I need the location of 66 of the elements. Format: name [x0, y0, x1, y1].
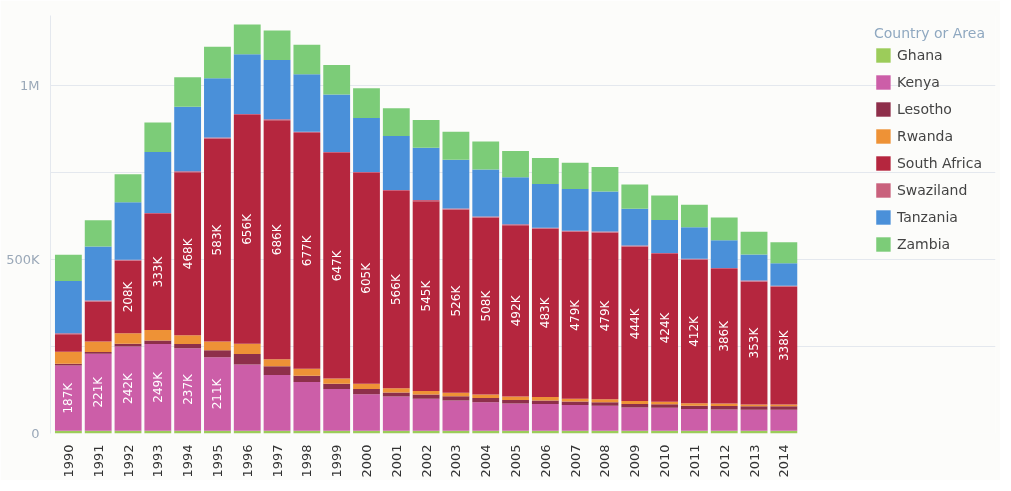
data-label: 677K	[299, 234, 314, 267]
y-tick-label: 500K	[6, 251, 40, 267]
data-label: 545K	[419, 279, 434, 312]
data-label: 686K	[270, 223, 285, 256]
x-tick-label: 2014	[776, 444, 792, 478]
x-tick-label: 1994	[180, 444, 196, 478]
legend-label: South Africa	[896, 155, 983, 171]
data-label: 249K	[150, 370, 165, 403]
x-tick-label: 2008	[597, 444, 613, 478]
data-label: 468K	[180, 237, 195, 270]
x-tick-label: 2011	[686, 444, 702, 478]
data-label: 353K	[747, 326, 762, 359]
x-tick-label: 1993	[150, 444, 166, 478]
x-tick-label: 1999	[329, 444, 345, 478]
data-label: 237K	[180, 372, 195, 405]
x-tick-label: 2002	[418, 444, 434, 478]
data-label: 187K	[61, 381, 76, 414]
x-tick-label: 2006	[537, 444, 553, 478]
data-label: 483K	[538, 296, 553, 329]
x-tick-label: 1992	[120, 444, 136, 478]
data-label: 508K	[478, 289, 493, 322]
x-tick-label: 1997	[269, 444, 285, 478]
legend-label: Kenya	[896, 74, 940, 90]
x-tick-label: 2000	[358, 444, 374, 478]
data-label: 444K	[627, 307, 642, 340]
x-tick-label: 1991	[90, 444, 106, 478]
data-label: 656K	[240, 212, 255, 245]
x-tick-label: 2001	[388, 444, 404, 478]
data-label: 526K	[448, 284, 463, 317]
data-label: 479K	[597, 299, 612, 332]
legend-label: Ghana	[896, 47, 943, 63]
legend-title: Country or Area	[873, 25, 985, 41]
data-label: 242K	[121, 372, 136, 404]
x-tick-label: 1996	[239, 444, 255, 478]
legend-label: Lesotho	[896, 101, 952, 117]
data-label: 492K	[508, 294, 523, 327]
data-label: 583K	[210, 223, 225, 256]
y-tick-label: 0	[31, 426, 40, 441]
data-label: 211K	[210, 377, 225, 410]
data-label: 479K	[568, 298, 583, 331]
x-tick-label: 2010	[657, 444, 673, 478]
legend-label: Rwanda	[896, 128, 954, 144]
x-tick-label: 2004	[478, 444, 494, 478]
x-tick-label: 2013	[746, 444, 762, 478]
x-tick-label: 2009	[627, 444, 643, 478]
legend-label: Zambia	[896, 236, 951, 252]
legend-label: Swaziland	[896, 182, 968, 198]
y-tick-label: 1M	[20, 77, 40, 93]
legend-label: Tanzania	[896, 209, 958, 225]
data-label: 412K	[687, 314, 702, 347]
x-tick-label: 2007	[567, 444, 583, 478]
data-label: 208K	[121, 280, 136, 313]
x-tick-label: 2003	[448, 444, 464, 478]
x-tick-label: 2005	[508, 444, 524, 478]
x-tick-label: 1990	[60, 444, 76, 478]
data-label: 338K	[776, 329, 791, 362]
data-label: 647K	[329, 249, 344, 282]
data-label: 605K	[359, 261, 374, 294]
x-tick-label: 2012	[716, 444, 732, 478]
data-label: 221K	[91, 375, 106, 408]
data-label: 566K	[389, 273, 404, 306]
data-label: 333K	[150, 255, 165, 288]
x-tick-label: 1995	[209, 444, 225, 478]
x-tick-label: 1998	[299, 444, 315, 478]
data-label: 424K	[657, 311, 672, 344]
data-label: 386K	[717, 319, 732, 352]
